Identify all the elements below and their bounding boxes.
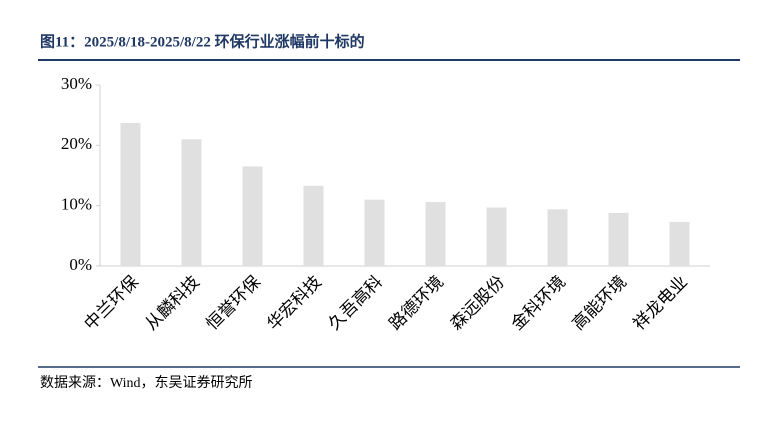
bar (120, 123, 141, 266)
bar (425, 202, 446, 266)
bar (303, 185, 324, 266)
y-tick-label: 30% (61, 74, 92, 93)
bar (608, 212, 629, 266)
x-tick-label: 祥龙电业 (630, 272, 692, 334)
x-tick-label: 森远股份 (447, 272, 509, 334)
bar (364, 199, 385, 266)
source: 数据来源：Wind，东吴证券研究所 (40, 375, 253, 391)
chart-title: 图11：2025/8/18-2025/8/22 环保行业涨幅前十标的 (40, 32, 365, 50)
bar (242, 166, 263, 266)
x-tick-label: 中兰环保 (81, 272, 143, 334)
x-tick-label: 久吾高科 (325, 272, 387, 334)
x-tick-label: 路德环境 (386, 272, 448, 334)
y-tick-label: 0% (69, 255, 92, 274)
x-tick-label: 从麟科技 (142, 272, 204, 334)
y-tick-label: 20% (61, 134, 92, 153)
y-tick-label: 10% (61, 195, 92, 214)
bar (181, 139, 202, 266)
x-tick-label: 高能环境 (569, 272, 631, 334)
x-tick-label: 华宏科技 (264, 272, 326, 334)
x-tick-label: 金科环境 (508, 272, 570, 334)
bar (547, 209, 568, 266)
bar (486, 207, 507, 266)
bar (669, 221, 690, 266)
x-tick-label: 恒誉环保 (203, 272, 265, 334)
